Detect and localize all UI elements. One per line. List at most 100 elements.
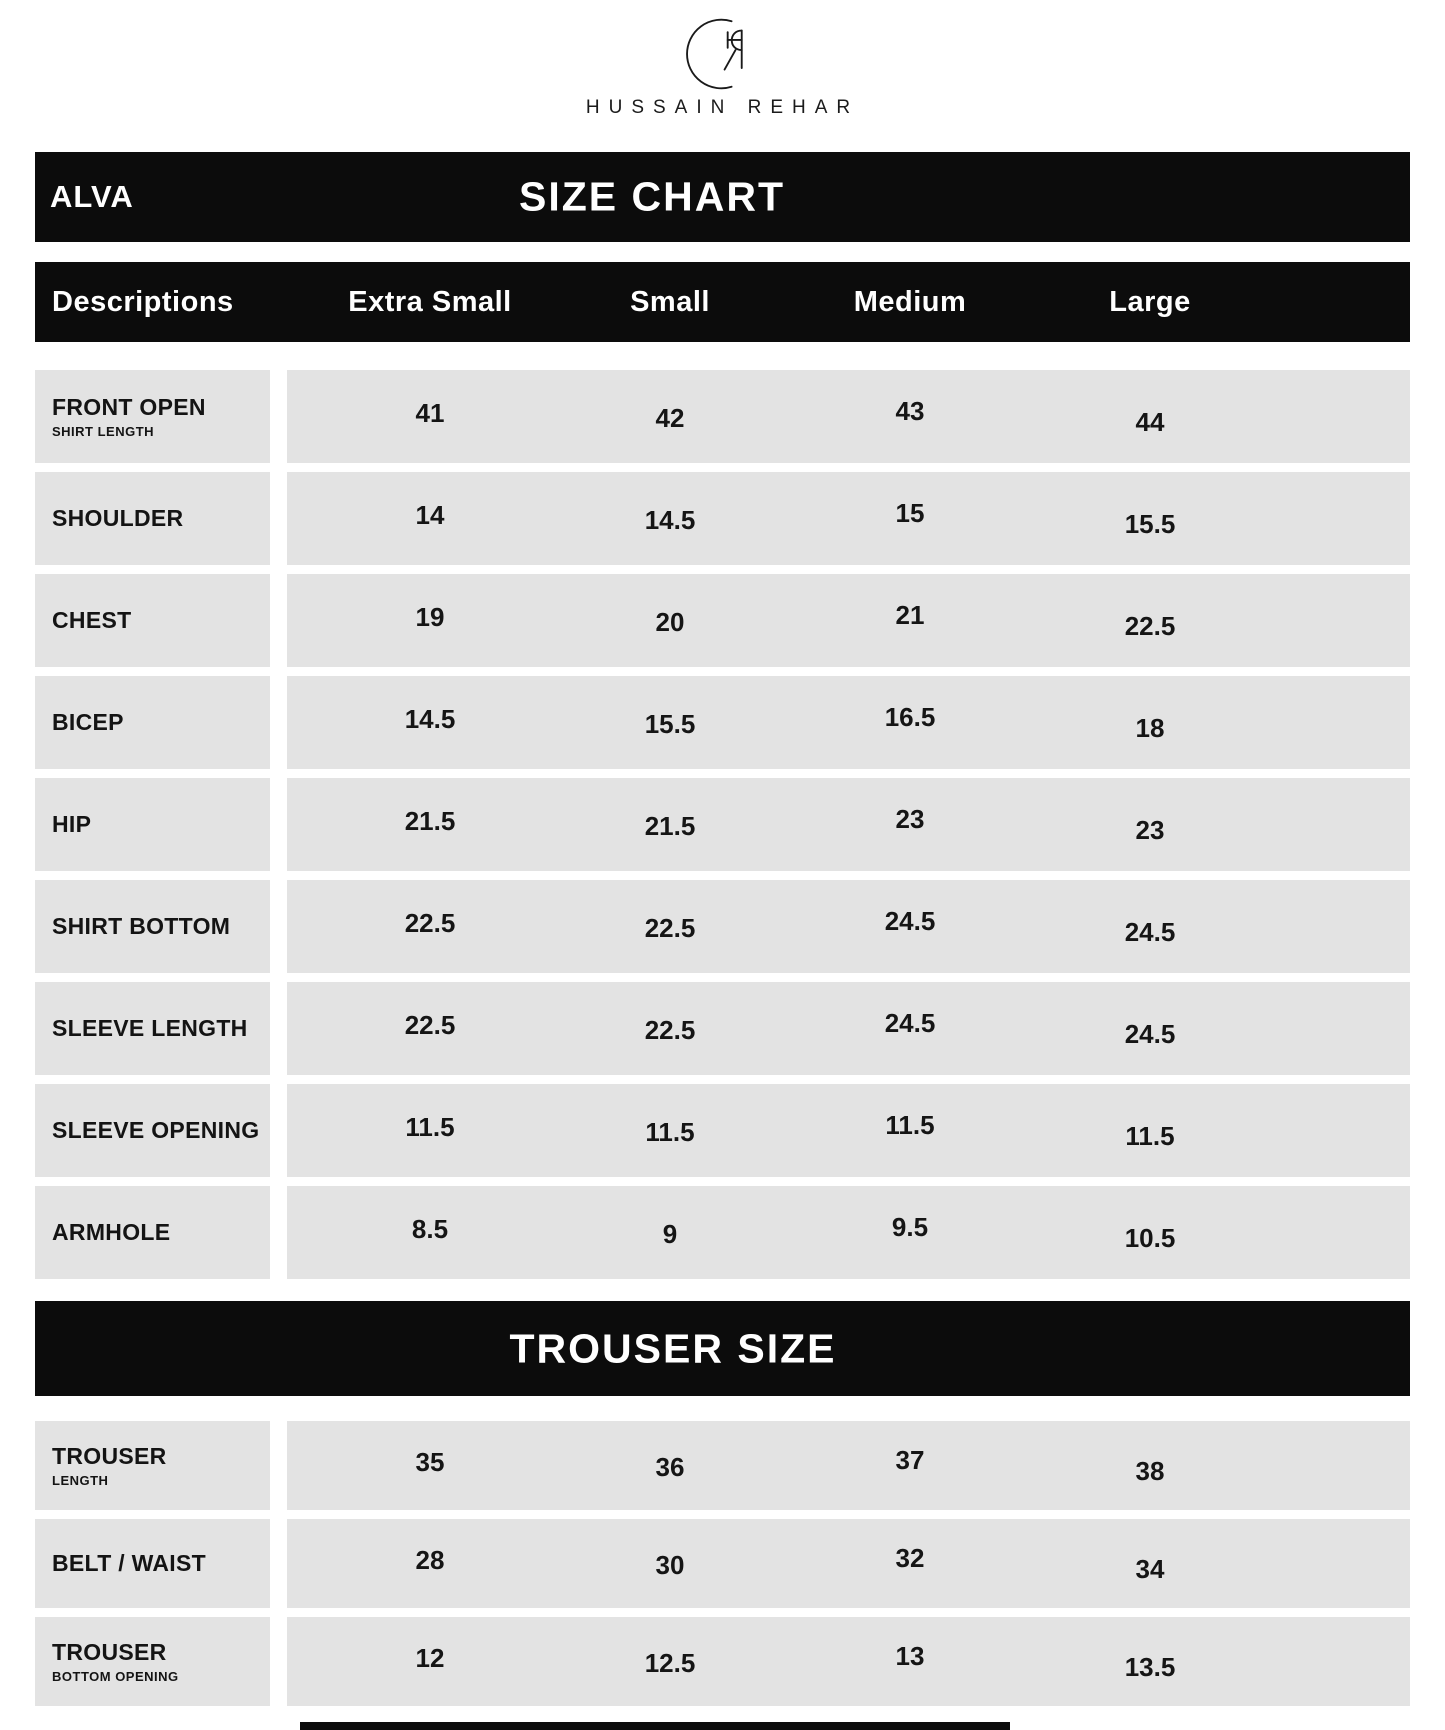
- value-large: 34: [1135, 1554, 1165, 1584]
- column-small: Small: [630, 285, 710, 318]
- trouser-size-banner: TROUSER SIZE: [35, 1301, 1410, 1396]
- trouser-size-title: TROUSER SIZE: [509, 1325, 837, 1371]
- value-small: 42: [655, 403, 685, 433]
- measurement-row: HIP 21.5 21.5 23 23: [35, 778, 1410, 871]
- measurement-row: SHOULDER 14 14.5 15 15.5: [35, 472, 1410, 565]
- measurement-label-cell: ARMHOLE: [35, 1186, 270, 1279]
- value-extra-small: 11.5: [405, 1112, 455, 1142]
- brand-header: HUSSAIN REHAR: [0, 14, 1445, 119]
- measurement-sublabel: LENGTH: [52, 1472, 109, 1488]
- measurement-values: 41 42 43 44: [287, 370, 1410, 463]
- measurement-label: CHEST: [52, 607, 132, 634]
- measurement-values: 35 36 37 38: [287, 1421, 1410, 1510]
- measurement-label-cell: SLEEVE LENGTH: [35, 982, 270, 1075]
- measurement-label-cell: HIP: [35, 778, 270, 871]
- value-large: 38: [1135, 1456, 1165, 1486]
- value-extra-small: 28: [415, 1545, 445, 1575]
- column-descriptions: Descriptions: [52, 285, 234, 318]
- value-medium: 24.5: [884, 906, 936, 936]
- measurement-label: SLEEVE LENGTH: [52, 1015, 248, 1042]
- size-chart-title-bar: ALVA SIZE CHART: [35, 152, 1410, 242]
- measurement-label-cell: SHIRT BOTTOM: [35, 880, 270, 973]
- measurement-label: BELT / WAIST: [52, 1550, 206, 1577]
- column-extra-small: Extra Small: [348, 285, 512, 318]
- value-extra-small: 19: [415, 602, 445, 632]
- measurement-label-cell: SHOULDER: [35, 472, 270, 565]
- value-small: 14.5: [644, 505, 696, 535]
- measurement-values: 14 14.5 15 15.5: [287, 472, 1410, 565]
- value-large: 44: [1135, 407, 1165, 437]
- value-medium: 32: [895, 1543, 925, 1573]
- measurement-row: FRONT OPEN SHIRT LENGTH 41 42 43 44: [35, 370, 1410, 463]
- measurement-label: SHOULDER: [52, 505, 184, 532]
- value-extra-small: 14.5: [404, 704, 456, 734]
- measurement-row: ARMHOLE 8.5 9 9.5 10.5: [35, 1186, 1410, 1279]
- value-medium: 37: [895, 1445, 925, 1475]
- measurement-label: TROUSER: [52, 1639, 167, 1666]
- column-header-bar: Descriptions Extra Small Small Medium La…: [35, 262, 1410, 342]
- page-title: SIZE CHART: [519, 173, 785, 220]
- value-extra-small: 22.5: [404, 908, 456, 938]
- value-large: 11.5: [1125, 1121, 1175, 1151]
- value-large: 13.5: [1124, 1652, 1176, 1682]
- value-extra-small: 14: [415, 500, 445, 530]
- value-small: 12.5: [644, 1648, 696, 1678]
- value-extra-small: 8.5: [411, 1214, 449, 1244]
- measurement-row: CHEST 19 20 21 22.5: [35, 574, 1410, 667]
- value-medium: 16.5: [884, 702, 936, 732]
- trouser-measurements-table: TROUSER LENGTH 35 36 37 38 BELT / WAIST …: [35, 1421, 1410, 1715]
- measurement-label: BICEP: [52, 709, 124, 736]
- value-medium: 23: [895, 804, 925, 834]
- measurement-label-cell: TROUSER LENGTH: [35, 1421, 270, 1510]
- value-small: 20: [655, 607, 685, 637]
- measurement-label-cell: SLEEVE OPENING: [35, 1084, 270, 1177]
- value-small: 22.5: [644, 913, 696, 943]
- value-extra-small: 22.5: [404, 1010, 456, 1040]
- value-extra-small: 21.5: [404, 806, 456, 836]
- measurement-label: TROUSER: [52, 1443, 167, 1470]
- measurement-row: BICEP 14.5 15.5 16.5 18: [35, 676, 1410, 769]
- measurement-row: SLEEVE LENGTH 22.5 22.5 24.5 24.5: [35, 982, 1410, 1075]
- measurement-label-cell: TROUSER BOTTOM OPENING: [35, 1617, 270, 1706]
- measurement-label-cell: CHEST: [35, 574, 270, 667]
- value-small: 30: [655, 1550, 685, 1580]
- measurement-label: ARMHOLE: [52, 1219, 171, 1246]
- measurement-sublabel: BOTTOM OPENING: [52, 1668, 179, 1684]
- measurement-label: SLEEVE OPENING: [52, 1117, 260, 1144]
- value-extra-small: 41: [415, 398, 445, 428]
- value-small: 11.5: [645, 1117, 695, 1147]
- measurement-values: 12 12.5 13 13.5: [287, 1617, 1410, 1706]
- value-small: 15.5: [644, 709, 696, 739]
- product-name: ALVA: [50, 179, 134, 214]
- measurement-label-cell: FRONT OPEN SHIRT LENGTH: [35, 370, 270, 463]
- value-small: 21.5: [644, 811, 696, 841]
- value-small: 36: [655, 1452, 685, 1482]
- measurement-row: BELT / WAIST 28 30 32 34: [35, 1519, 1410, 1608]
- measurement-values: 22.5 22.5 24.5 24.5: [287, 880, 1410, 973]
- measurement-values: 21.5 21.5 23 23: [287, 778, 1410, 871]
- measurement-row: TROUSER BOTTOM OPENING 12 12.5 13 13.5: [35, 1617, 1410, 1706]
- measurement-label: HIP: [52, 811, 92, 838]
- value-small: 22.5: [644, 1015, 696, 1045]
- value-small: 9: [662, 1219, 678, 1249]
- brand-name: HUSSAIN REHAR: [585, 97, 860, 118]
- footer-bar: [300, 1722, 1010, 1730]
- value-medium: 15: [895, 498, 925, 528]
- measurement-values: 19 20 21 22.5: [287, 574, 1410, 667]
- measurement-values: 14.5 15.5 16.5 18: [287, 676, 1410, 769]
- measurement-label: FRONT OPEN: [52, 394, 206, 421]
- value-extra-small: 35: [415, 1447, 445, 1477]
- measurement-row: TROUSER LENGTH 35 36 37 38: [35, 1421, 1410, 1510]
- value-medium: 24.5: [884, 1008, 936, 1038]
- value-medium: 11.5: [885, 1110, 935, 1140]
- measurement-label: SHIRT BOTTOM: [52, 913, 231, 940]
- value-large: 18: [1135, 713, 1165, 743]
- brand-monogram-icon: [685, 18, 743, 90]
- measurement-row: SHIRT BOTTOM 22.5 22.5 24.5 24.5: [35, 880, 1410, 973]
- measurement-values: 8.5 9 9.5 10.5: [287, 1186, 1410, 1279]
- value-medium: 9.5: [891, 1212, 929, 1242]
- measurement-values: 11.5 11.5 11.5 11.5: [287, 1084, 1410, 1177]
- value-medium: 21: [895, 600, 925, 630]
- shirt-measurements-table: FRONT OPEN SHIRT LENGTH 41 42 43 44 SHOU…: [35, 370, 1410, 1288]
- measurement-label-cell: BICEP: [35, 676, 270, 769]
